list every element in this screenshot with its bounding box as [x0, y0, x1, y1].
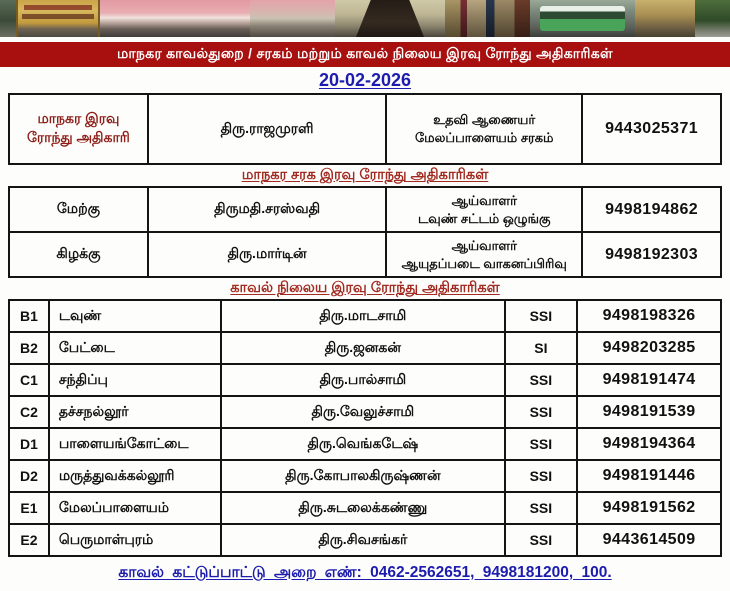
banner-street-photo [0, 0, 16, 37]
officer-phone: 9498191539 [576, 395, 722, 429]
officer-rank: SSI [503, 363, 579, 397]
city-officer-phone: 9443025371 [581, 93, 722, 165]
range-officer-name: திருமதி.சரஸ்வதி [146, 186, 388, 233]
officer-rank: SSI [503, 395, 579, 429]
station-section-heading-row: காவல் நிலைய இரவு ரோந்து அதிகாரிகள் [0, 279, 730, 299]
table-row: மேற்கு திருமதி.சரஸ்வதி ஆய்வாளர் டவுண் சட… [8, 186, 722, 233]
officer-phone: 9498191446 [576, 459, 722, 493]
range-officer-phone: 9498194862 [581, 186, 722, 233]
station-name: மருத்துவக்கல்லூரி [47, 459, 223, 493]
city-officer-name: திரு.ராஜமுரளி [146, 93, 388, 165]
station-section-heading: காவல் நிலைய இரவு ரோந்து அதிகாரிகள் [230, 280, 500, 296]
officer-name: திரு.பால்சாமி [220, 363, 506, 397]
officer-phone: 9498194364 [576, 427, 722, 461]
station-code: D1 [8, 427, 50, 461]
range-officers-table: மேற்கு திருமதி.சரஸ்வதி ஆய்வாளர் டவுண் சட… [8, 186, 722, 278]
city-officer-role: மாநகர இரவு ரோந்து அதிகாரி [8, 93, 149, 165]
station-code: C2 [8, 395, 50, 429]
station-code: C1 [8, 363, 50, 397]
footer-row: காவல் கட்டுப்பாட்டு அறை எண்: 0462-256265… [0, 562, 730, 584]
banner-shops-photo [445, 0, 530, 37]
officer-phone: 9498203285 [576, 331, 722, 365]
city-officer-designation: உதவி ஆணையர் மேலப்பாளையம் சரகம் [385, 93, 584, 165]
officer-name: திரு.ஜனகன் [220, 331, 506, 365]
range-section-heading-row: மாநகர சரக இரவு ரோந்து அதிகாரிகள் [0, 166, 730, 186]
officer-name: திரு.வெங்கடேஷ் [220, 427, 506, 461]
station-name: டவுண் [47, 299, 223, 333]
station-code: E1 [8, 491, 50, 525]
banner-building-photo [250, 0, 335, 37]
table-row: C1 சந்திப்பு திரு.பால்சாமி SSI 949819147… [8, 363, 722, 397]
table-row: D2 மருத்துவக்கல்லூரி திரு.கோபாலகிருஷ்ணன்… [8, 459, 722, 493]
main-title: மாநகர காவல்துறை / சரகம் மற்றும் காவல் நி… [117, 45, 613, 61]
station-name: பாளையங்கோட்டை [47, 427, 223, 461]
officer-name: திரு.வேலுச்சாமி [220, 395, 506, 429]
officer-name: திரு.சுடலைக்கண்ணு [220, 491, 506, 525]
banner-building-photo [100, 0, 250, 37]
main-title-bar: மாநகர காவல்துறை / சரகம் மற்றும் காவல் நி… [0, 42, 730, 67]
banner-bus-photo [530, 0, 635, 37]
officer-rank: SSI [503, 459, 579, 493]
table-row: E1 மேலப்பாளையம் திரு.சுடலைக்கண்ணு SSI 94… [8, 491, 722, 525]
officer-rank: SSI [503, 491, 579, 525]
designation-line: ஆய்வாளர் [451, 192, 517, 208]
designation-line: மேலப்பாளையம் சரகம் [414, 130, 554, 145]
officer-rank: SSI [503, 427, 579, 461]
range-officer-phone: 9498192303 [581, 231, 722, 278]
officer-rank: SSI [503, 299, 579, 333]
table-row: B2 பேட்டை திரு.ஜனகன் SI 9498203285 [8, 331, 722, 365]
officer-name: திரு.மாடசாமி [220, 299, 506, 333]
banner-temple-tower-photo [335, 0, 445, 37]
photo-banner [0, 0, 730, 37]
range-region: கிழக்கு [8, 231, 149, 278]
table-row: கிழக்கு திரு.மார்டின் ஆய்வாளர் ஆயுதப்படை… [8, 231, 722, 278]
officer-rank: SI [503, 331, 579, 365]
station-name: பெருமாள்புரம் [47, 523, 223, 557]
range-officer-designation: ஆய்வாளர் டவுண் சட்டம் ஒழுங்கு [385, 186, 584, 233]
station-name: பேட்டை [47, 331, 223, 365]
station-code: D2 [8, 459, 50, 493]
officer-phone: 9443614509 [576, 523, 722, 557]
table-row: D1 பாளையங்கோட்டை திரு.வெங்கடேஷ் SSI 9498… [8, 427, 722, 461]
officer-name: திரு.சிவசங்கர் [220, 523, 506, 557]
banner-market-photo [635, 0, 695, 37]
officer-phone: 9498191562 [576, 491, 722, 525]
range-officer-designation: ஆய்வாளர் ஆயுதப்படை வாகனப்பிரிவு [385, 231, 584, 278]
station-code: B1 [8, 299, 50, 333]
officer-name: திரு.கோபாலகிருஷ்ணன் [220, 459, 506, 493]
station-name: தச்சநல்லூர் [47, 395, 223, 429]
city-officer-table: மாநகர இரவு ரோந்து அதிகாரி திரு.ராஜமுரளி … [8, 93, 722, 165]
table-row: B1 டவுண் திரு.மாடசாமி SSI 9498198326 [8, 299, 722, 333]
station-name: மேலப்பாளையம் [47, 491, 223, 525]
station-code: E2 [8, 523, 50, 557]
designation-line: உதவி ஆணையர் [433, 112, 536, 128]
range-section-heading: மாநகர சரக இரவு ரோந்து அதிகாரிகள் [241, 167, 489, 183]
banner-junction-sign [16, 0, 100, 37]
range-region: மேற்கு [8, 186, 149, 233]
officer-rank: SSI [503, 523, 579, 557]
designation-line: ஆய்வாளர் [451, 237, 517, 253]
range-officer-name: திரு.மார்டின் [146, 231, 388, 278]
table-row: C2 தச்சநல்லூர் திரு.வேலுச்சாமி SSI 94981… [8, 395, 722, 429]
table-row: E2 பெருமாள்புரம் திரு.சிவசங்கர் SSI 9443… [8, 523, 722, 557]
designation-line: ஆயுதப்படை வாகனப்பிரிவு [401, 255, 567, 271]
designation-line: டவுண் சட்டம் ஒழுங்கு [417, 210, 551, 226]
roster-date: 20-02-2026 [318, 69, 412, 90]
table-row: மாநகர இரவு ரோந்து அதிகாரி திரு.ராஜமுரளி … [8, 93, 722, 165]
station-officers-table: B1 டவுண் திரு.மாடசாமி SSI 9498198326 B2 … [8, 299, 722, 557]
officer-phone: 9498198326 [576, 299, 722, 333]
officer-phone: 9498191474 [576, 363, 722, 397]
station-code: B2 [8, 331, 50, 365]
banner-trees-photo [695, 0, 730, 37]
control-room-numbers: காவல் கட்டுப்பாட்டு அறை எண்: 0462-256265… [118, 563, 612, 581]
station-name: சந்திப்பு [47, 363, 223, 397]
date-row: 20-02-2026 [0, 67, 730, 93]
